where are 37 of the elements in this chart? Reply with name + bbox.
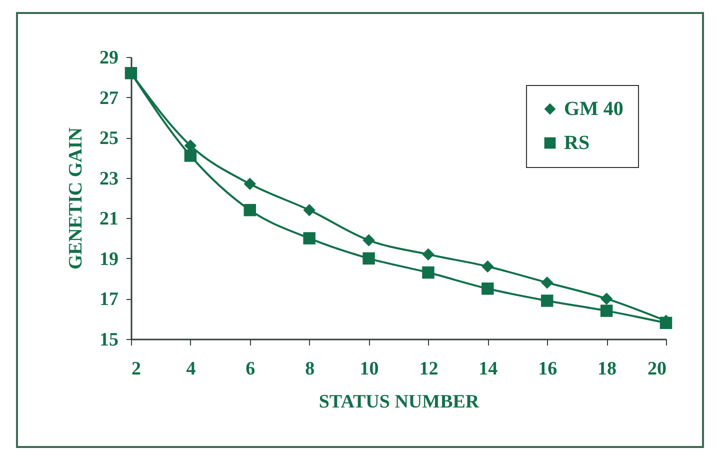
x-tick-label: 16: [538, 358, 558, 380]
y-tick-label: 29: [100, 48, 118, 68]
y-tick-label: 21: [100, 208, 118, 230]
x-tick-label: 6: [246, 358, 256, 380]
x-tick-label: 20: [648, 358, 666, 380]
legend-label: GM 40: [564, 98, 624, 120]
point: [422, 266, 434, 279]
y-tick-label: 17: [100, 289, 119, 310]
x-tick-label: 12: [419, 358, 438, 380]
point: [600, 304, 613, 317]
point: [540, 276, 554, 289]
x-tick-label: 10: [360, 358, 379, 380]
y-tick-label: 23: [100, 168, 118, 190]
point: [303, 232, 316, 244]
point: [184, 150, 197, 162]
point: [482, 282, 494, 295]
y-tick-label: 19: [100, 248, 118, 270]
point: [303, 204, 316, 216]
y-axis-title: GENETIC GAIN: [66, 127, 86, 270]
x-axis-title: STATUS NUMBER: [318, 392, 480, 412]
y-tick-label: 25: [100, 128, 118, 150]
point: [482, 260, 494, 273]
y-tick-label: 15: [100, 330, 118, 350]
y-tick-label: 27: [100, 88, 119, 109]
x-tick-label: 14: [478, 358, 498, 380]
point: [540, 294, 554, 307]
point: [362, 234, 375, 246]
x-tick-label: 8: [305, 358, 315, 380]
point: [600, 292, 613, 305]
point: [244, 204, 256, 216]
x-tick-label: 2: [132, 358, 141, 380]
point: [362, 252, 375, 265]
point: [244, 178, 256, 190]
point: [422, 248, 434, 261]
legend-label: RS: [564, 132, 590, 154]
x-tick-label: 18: [598, 358, 617, 380]
x-tick-label: 4: [186, 358, 196, 380]
